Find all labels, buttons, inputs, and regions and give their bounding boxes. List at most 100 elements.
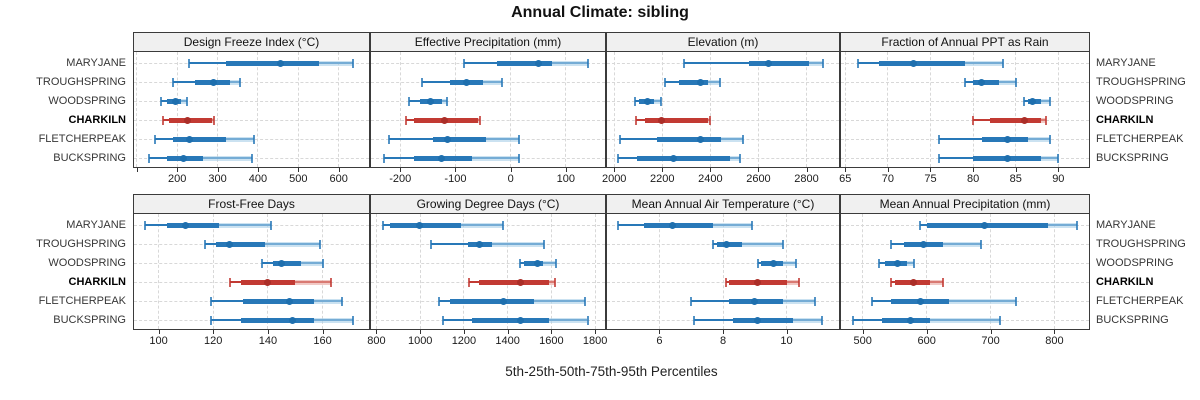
x-gridline [658,214,660,329]
x-axis-tick-label: 800 [367,335,386,347]
x-axis-tick-label: 400 [248,173,268,185]
panel-plot-area [134,52,369,167]
station-gridline [134,263,369,264]
whisker-cap-5th [143,220,146,230]
station-label-right-maryjane: MARYJANE [1096,219,1156,231]
whisker-cap-5th [407,96,410,106]
station-label-right-charkiln: CHARKILN [1096,114,1154,126]
median-dot [919,240,927,248]
whisker-cap-5th [382,153,385,163]
x-axis-tick [786,330,788,334]
interval-75-95-light [707,117,711,123]
station-gridline [841,263,1089,264]
median-dot [1020,116,1028,124]
x-axis-tick-label: 600 [329,173,348,185]
whisker-cap-95th [186,96,189,106]
interval-25-75 [657,136,722,142]
x-axis-tick [376,330,378,334]
x-axis-caption: 5th-25th-50th-75th-95th Percentiles [505,364,718,379]
x-gridline [565,52,567,167]
x-gridline [510,52,512,167]
x-gridline [757,52,759,167]
interval-75-95-light [533,298,586,304]
interval-75-95-light [729,155,741,161]
series-fletcherpeak [841,52,1089,167]
whisker-cap-95th [479,115,482,125]
median-dot [1029,97,1037,105]
series-maryjane [841,52,1089,167]
whisker-cap-5th [442,315,445,325]
median-dot [462,78,470,86]
interval-25-75 [240,317,315,323]
whisker-cap-5th [388,134,391,144]
interval-25-75 [748,60,809,66]
whisker-cap-95th [798,277,801,287]
interval-75-95-light [549,317,588,323]
panel-header: Design Freeze Index (°C) [134,33,369,52]
panel-header: Mean Annual Air Temperature (°C) [607,195,839,214]
whisker-cap-95th [252,134,255,144]
x-axis-tick-label: 1600 [539,335,564,347]
x-axis-tick [659,330,661,334]
x-axis-tick-label: 2600 [746,173,771,185]
median-dot [754,316,762,324]
median-dot [697,78,705,86]
whisker-cap-95th [782,239,785,249]
whisker-cap-95th [1015,296,1018,306]
series-fletcherpeak [371,214,605,329]
whisker-cap-95th [517,134,520,144]
x-gridline [136,52,138,167]
whisker-cap-95th [238,77,241,87]
station-gridline [607,282,839,283]
x-gridline [1015,52,1017,167]
whisker-cap-5th [1023,96,1026,106]
panel-plot-area [607,214,839,329]
x-axis-tick [177,168,179,172]
series-troughspring [134,52,369,167]
interval-25-75 [433,136,486,142]
interval-75-95-light [949,298,1017,304]
series-fletcherpeak [607,52,839,167]
interval-75-95-light [792,317,822,323]
panel-mean-annual-air-temperature-c: Mean Annual Air Temperature (°C) [606,194,840,330]
median-dot [534,59,542,67]
series-buckspring [841,214,1089,329]
x-axis-tick-label: 160 [313,335,332,347]
x-axis-tick-label: 1800 [582,335,608,347]
median-dot [910,278,918,286]
x-gridline [550,214,552,329]
x-axis-tick-label: 1400 [495,335,520,347]
x-gridline [176,52,178,167]
series-buckspring [607,214,839,329]
interval-75-95-light [1028,136,1050,142]
whisker-cap-95th [912,258,915,268]
interval-25-75 [225,60,319,66]
whisker-cap-5th [693,315,696,325]
interval-75-95-light [265,241,320,247]
interval-75-95-light [783,298,816,304]
panel-fraction-of-annual-ppt-as-rain: Fraction of Annual PPT as Rain [840,32,1090,168]
station-label-left-charkiln: CHARKILN [68,276,126,288]
panel-plot-area [371,52,605,167]
station-label-left-woodspring: WOODSPRING [48,95,126,107]
interval-75-95-light [203,155,252,161]
series-maryjane [371,52,605,167]
station-label-right-fletcherpeak: FLETCHERPEAK [1096,295,1184,307]
x-gridline [507,214,509,329]
station-label-right-fletcherpeak: FLETCHERPEAK [1096,133,1184,145]
median-dot [909,59,917,67]
interval-25-75 [273,260,301,266]
x-axis-tick [1054,330,1056,334]
whisker-cap-95th [741,134,744,144]
whisker-cap-5th [938,134,940,144]
panel-header: Growing Degree Days (°C) [371,195,605,214]
station-gridline [371,263,605,264]
interval-75-95-light [181,98,188,104]
interval-25-75 [879,60,965,66]
whisker-cap-5th [690,296,693,306]
series-buckspring [841,52,1089,167]
interval-25-75 [973,79,999,85]
interval-75-95-light [552,60,588,66]
interval-75-95-light [929,317,1001,323]
x-axis-tick [926,330,928,334]
